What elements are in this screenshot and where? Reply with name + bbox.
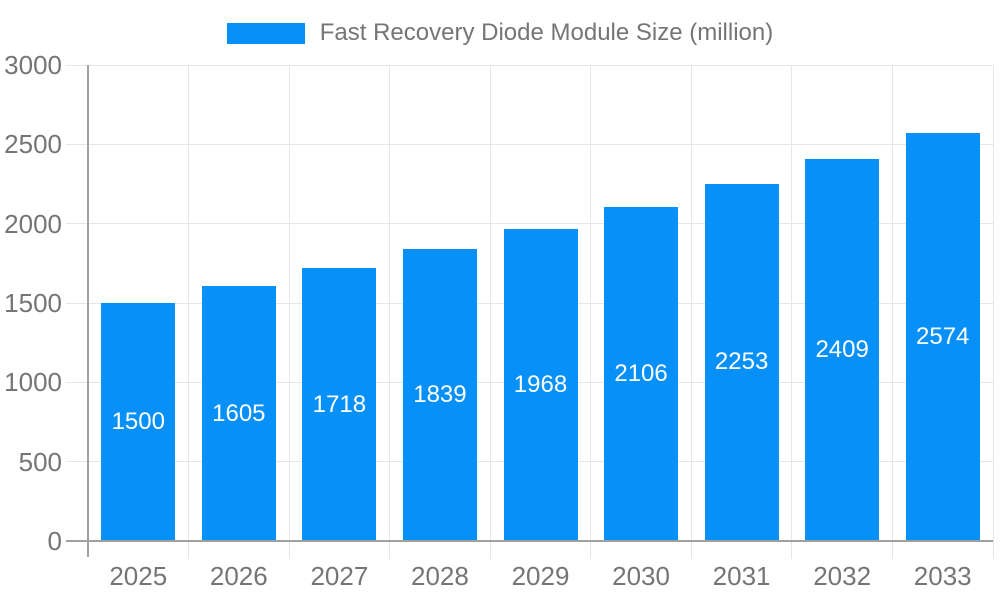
x-axis-tick-label: 2025 xyxy=(109,561,168,591)
y-gridline xyxy=(66,223,993,225)
x-axis-tick-label: 2030 xyxy=(612,561,670,591)
legend-swatch xyxy=(226,22,305,44)
x-axis-tick-label: 2026 xyxy=(209,561,268,591)
y-gridline xyxy=(66,143,993,145)
bar[interactable]: 1718 xyxy=(302,268,377,541)
bar-value-label: 1839 xyxy=(413,381,467,409)
legend: Fast Recovery Diode Module Size (million… xyxy=(0,12,1000,54)
bar[interactable]: 1605 xyxy=(201,286,276,541)
bar-value-label: 1605 xyxy=(212,399,266,427)
y-axis-tick-label: 2000 xyxy=(4,208,62,239)
bar-value-label: 1968 xyxy=(513,370,568,398)
bar[interactable]: 1839 xyxy=(402,249,477,541)
x-gridline xyxy=(690,65,692,559)
x-axis-tick-label: 2028 xyxy=(411,561,469,591)
bar[interactable]: 2253 xyxy=(704,183,779,541)
x-gridline xyxy=(590,65,592,559)
x-axis-tick-label: 2029 xyxy=(511,561,570,591)
bar[interactable]: 2574 xyxy=(905,132,980,541)
y-gridline xyxy=(66,64,993,66)
x-gridline xyxy=(992,65,994,559)
x-gridline xyxy=(288,65,290,559)
y-axis-line xyxy=(87,65,89,557)
x-gridline xyxy=(389,65,391,559)
x-gridline xyxy=(489,65,491,559)
bar-value-label: 2574 xyxy=(916,322,970,350)
bar-value-label: 2253 xyxy=(714,348,769,376)
x-gridline xyxy=(188,65,190,559)
x-axis-tick-label: 2027 xyxy=(310,561,369,591)
x-gridline xyxy=(891,65,893,559)
x-axis-tick-label: 2031 xyxy=(712,561,771,591)
bar[interactable]: 2106 xyxy=(604,206,679,541)
bar-value-label: 2106 xyxy=(614,359,668,387)
plot-area: 0 500 1000 1500 2000 2500 3000 1500 1605 1718 1839… xyxy=(4,50,994,591)
bar-value-label: 1500 xyxy=(111,408,165,435)
y-axis-tick-label: 1500 xyxy=(4,288,62,318)
bar-value-label: 1718 xyxy=(312,390,367,418)
bar-value-label: 2409 xyxy=(815,335,869,363)
bar[interactable]: 1500 xyxy=(101,303,176,541)
bar[interactable]: 2409 xyxy=(805,158,880,541)
y-axis-tick-label: 3000 xyxy=(4,50,62,80)
legend-label: Fast Recovery Diode Module Size (million… xyxy=(319,19,774,46)
bar[interactable]: 1968 xyxy=(503,228,578,541)
x-axis-tick-label: 2033 xyxy=(913,561,972,591)
legend-item[interactable]: Fast Recovery Diode Module Size (million… xyxy=(226,19,774,47)
x-axis-tick-label: 2032 xyxy=(813,561,872,591)
y-axis-tick-label: 2500 xyxy=(4,129,62,160)
y-axis-tick-label: 1000 xyxy=(4,367,62,398)
x-gridline xyxy=(791,65,793,559)
x-axis-line xyxy=(66,540,993,542)
y-axis-tick-label: 500 xyxy=(18,446,62,477)
y-axis-tick-label: 0 xyxy=(47,526,62,556)
